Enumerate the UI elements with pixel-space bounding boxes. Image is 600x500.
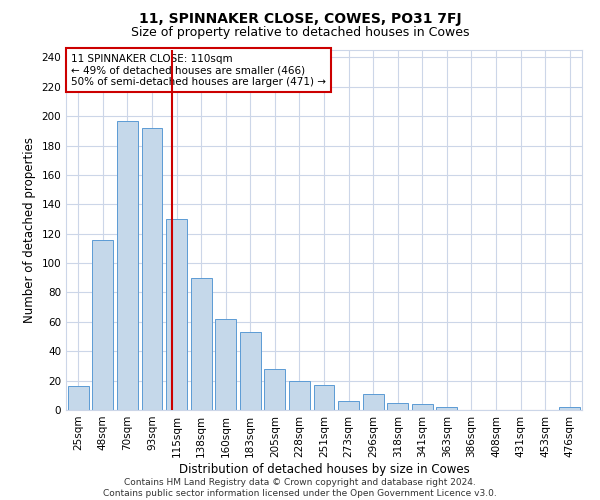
X-axis label: Distribution of detached houses by size in Cowes: Distribution of detached houses by size … <box>179 462 469 475</box>
Bar <box>338 401 359 410</box>
Text: 11, SPINNAKER CLOSE, COWES, PO31 7FJ: 11, SPINNAKER CLOSE, COWES, PO31 7FJ <box>139 12 461 26</box>
Bar <box>412 404 433 410</box>
Bar <box>387 402 408 410</box>
Y-axis label: Number of detached properties: Number of detached properties <box>23 137 36 323</box>
Bar <box>240 332 261 410</box>
Bar <box>289 380 310 410</box>
Text: 11 SPINNAKER CLOSE: 110sqm
← 49% of detached houses are smaller (466)
50% of sem: 11 SPINNAKER CLOSE: 110sqm ← 49% of deta… <box>71 54 326 87</box>
Text: Size of property relative to detached houses in Cowes: Size of property relative to detached ho… <box>131 26 469 39</box>
Bar <box>117 120 138 410</box>
Bar <box>314 385 334 410</box>
Bar <box>191 278 212 410</box>
Bar <box>436 407 457 410</box>
Bar <box>215 319 236 410</box>
Bar <box>559 407 580 410</box>
Bar <box>265 369 286 410</box>
Bar <box>68 386 89 410</box>
Text: Contains HM Land Registry data © Crown copyright and database right 2024.
Contai: Contains HM Land Registry data © Crown c… <box>103 478 497 498</box>
Bar <box>92 240 113 410</box>
Bar <box>166 219 187 410</box>
Bar <box>142 128 163 410</box>
Bar <box>362 394 383 410</box>
